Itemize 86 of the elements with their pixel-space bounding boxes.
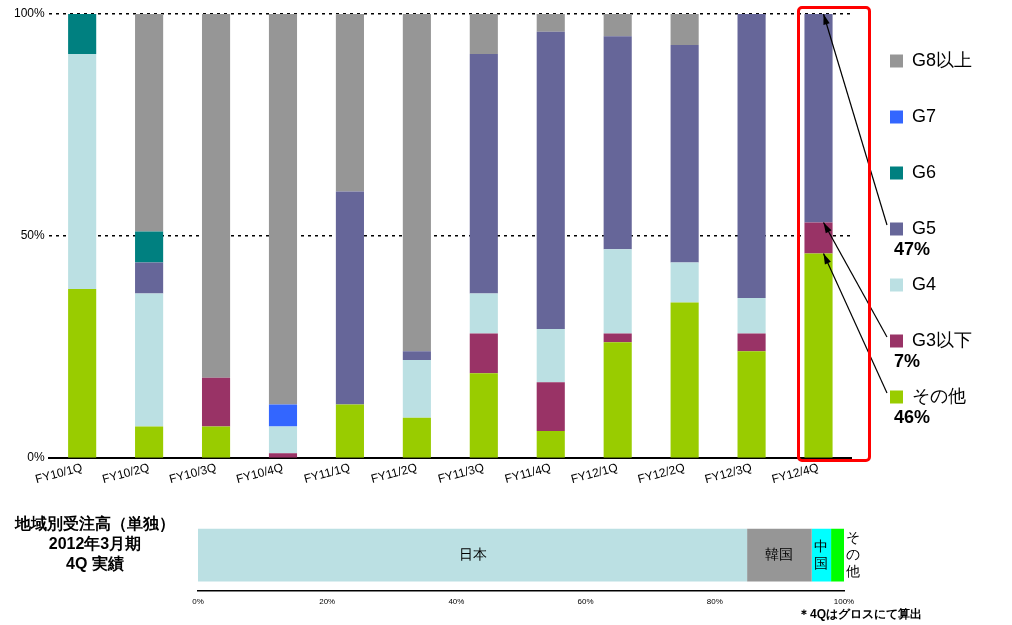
bar [335,14,364,192]
x-tick-label: 60% [577,597,594,607]
bar [804,222,833,254]
bar [135,231,164,263]
legend-label: G5 [911,217,936,238]
bar [670,14,699,46]
bar [804,14,833,223]
bar [804,253,833,458]
annotation: 47% [893,238,931,259]
bar [68,53,97,290]
annotation: 7% [893,350,920,371]
x-tick-label: FY10/3Q [167,460,218,487]
bar [201,14,231,378]
bar [603,342,632,458]
x-tick-label: FY11/1Q [302,460,352,486]
series-label: 中国 [814,537,829,571]
bar [603,14,632,37]
series-label: その他 [846,529,860,580]
x-tick-label: FY11/4Q [503,460,553,486]
x-tick-label: 40% [448,597,465,607]
x-tick-label: FY11/3Q [436,460,486,486]
bar [469,53,498,294]
bar [268,14,298,405]
series-label: 日本 [458,546,487,563]
x-tick-label: 20% [319,597,336,607]
legend-label: その他 [911,385,966,406]
bar [670,45,699,263]
bar [831,528,844,582]
bar [536,431,565,458]
x-tick-label: FY10/4Q [234,460,285,487]
bar [198,528,748,582]
legend-label: G7 [911,105,936,126]
bar [737,333,766,352]
legend-label: G8以上 [911,49,972,70]
legend-label: G4 [911,273,936,294]
bar [603,36,632,250]
bar [68,289,97,458]
bar [670,262,699,303]
bar [469,333,498,374]
bar [469,373,498,458]
bar [402,360,431,418]
x-tick-label: FY12/2Q [636,460,687,487]
bar [268,426,298,454]
bar [135,293,164,427]
series-label: 韓国 [765,546,794,563]
bar [135,14,164,232]
bar [737,351,766,458]
bar [603,249,632,334]
bar [737,14,766,298]
annotation: 46% [893,406,931,427]
bar [402,351,431,361]
x-tick-label: 0% [192,597,204,607]
chart-title: 地域別受注高（単独） 2012年3月期 4Q 実績 [13,514,176,574]
bar [335,191,364,405]
x-tick-label: 100% [833,597,855,607]
bar [268,453,298,458]
bar [268,404,298,427]
bar [402,417,431,458]
legend-label: G6 [911,161,936,182]
bar [737,297,766,334]
x-tick-label: FY12/1Q [569,460,620,487]
bar [68,14,97,54]
bar [536,329,565,383]
bar [335,404,364,458]
bar [603,333,632,343]
y-tick-label: 100% [13,6,46,21]
bar [536,31,565,329]
x-tick-label: FY12/3Q [703,460,754,487]
y-tick-label: 50% [20,228,46,243]
bar [536,382,565,432]
bar [135,262,164,294]
x-tick-label: FY12/4Q [770,460,821,487]
x-tick-label: FY11/2Q [369,460,419,486]
x-tick-label: 80% [706,597,723,607]
legend-label: G3以下 [911,329,972,350]
bar [469,14,498,54]
bar [469,293,498,334]
bar [536,14,565,32]
bar [670,302,699,458]
bar [201,377,231,427]
x-tick-label: FY10/2Q [100,460,151,487]
bar [135,426,164,458]
text: ＊4Qはグロスにて算出 [797,606,922,623]
bar [201,426,231,458]
bar [747,528,812,582]
bar [402,14,431,352]
